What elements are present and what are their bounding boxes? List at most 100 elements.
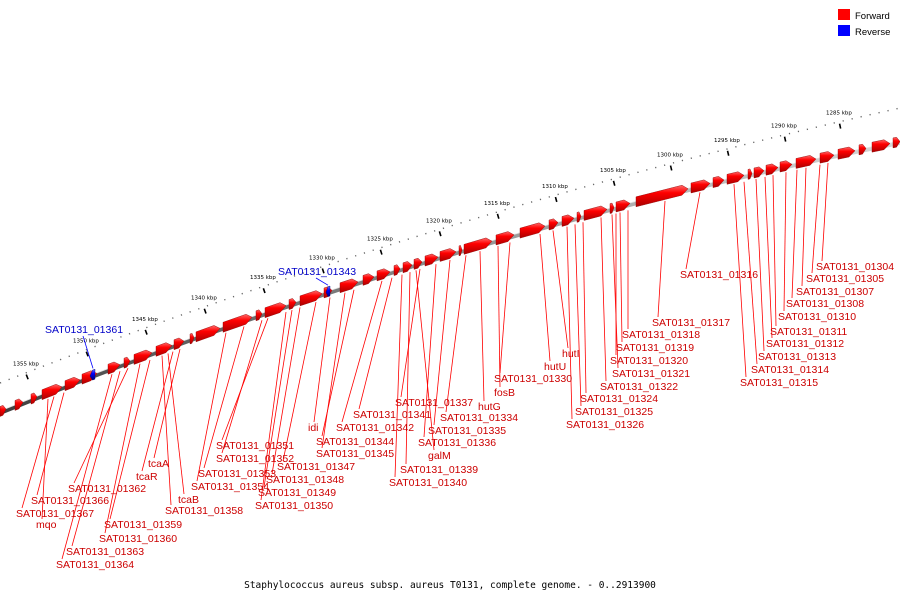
forward-gene-arrow[interactable] — [339, 278, 359, 294]
forward-gene-arrow[interactable] — [288, 298, 297, 310]
gene-label-forward[interactable]: SAT0131_01363 — [66, 546, 144, 558]
forward-gene-arrow[interactable] — [264, 302, 287, 318]
forward-gene-arrow[interactable] — [14, 398, 24, 411]
gene-label-forward[interactable]: SAT0131_01348 — [266, 474, 344, 486]
forward-gene-arrow[interactable] — [519, 222, 546, 239]
forward-gene-arrow[interactable] — [795, 155, 817, 169]
gene-label-forward[interactable]: tcaA — [148, 458, 169, 470]
gene-label-forward[interactable]: SAT0131_01318 — [622, 329, 700, 341]
forward-gene-arrow[interactable] — [30, 392, 38, 405]
gene-label-forward[interactable]: idi — [308, 422, 319, 434]
gene-label-forward[interactable]: SAT0131_01320 — [610, 355, 688, 367]
gene-label-forward[interactable]: SAT0131_01358 — [165, 505, 243, 517]
gene-label-forward[interactable]: SAT0131_01312 — [766, 338, 844, 350]
gene-label-forward[interactable]: SAT0131_01345 — [316, 448, 394, 460]
gene-label-forward[interactable]: SAT0131_01341 — [353, 409, 431, 421]
gene-label-reverse[interactable]: SAT0131_01361 — [45, 324, 123, 336]
forward-gene-arrow[interactable] — [413, 257, 423, 270]
forward-gene-arrow[interactable] — [635, 184, 689, 208]
gene-label-forward[interactable]: hutI — [562, 348, 580, 360]
gene-label-forward[interactable]: SAT0131_01349 — [258, 487, 336, 499]
forward-gene-arrow[interactable] — [858, 143, 867, 156]
gene-label-forward[interactable]: SAT0131_01304 — [816, 261, 894, 273]
gene-label-forward[interactable]: SAT0131_01321 — [612, 368, 690, 380]
forward-gene-arrow[interactable] — [222, 314, 253, 333]
gene-label-forward[interactable]: SAT0131_01326 — [566, 419, 644, 431]
forward-gene-arrow[interactable] — [819, 151, 835, 164]
gene-label-forward[interactable]: SAT0131_01352 — [216, 453, 294, 465]
gene-label-forward[interactable]: SAT0131_01324 — [580, 393, 658, 405]
gene-label-forward[interactable]: SAT0131_01335 — [428, 425, 506, 437]
forward-gene-arrow[interactable] — [712, 176, 725, 188]
gene-label-forward[interactable]: SAT0131_01362 — [68, 483, 146, 495]
forward-gene-arrow[interactable] — [362, 273, 375, 286]
forward-gene-arrow[interactable] — [561, 214, 575, 227]
gene-label-forward[interactable]: SAT0131_01350 — [255, 500, 333, 512]
forward-gene-arrow[interactable] — [173, 337, 185, 351]
forward-gene-arrow[interactable] — [155, 342, 173, 357]
gene-label-forward[interactable]: SAT0131_01316 — [680, 269, 758, 281]
gene-label-forward[interactable]: SAT0131_01310 — [778, 311, 856, 323]
gene-label-forward[interactable]: galM — [428, 450, 451, 462]
forward-gene-arrow[interactable] — [765, 163, 779, 176]
forward-gene-arrow[interactable] — [402, 261, 413, 274]
forward-gene-arrow[interactable] — [195, 325, 221, 343]
gene-label-forward[interactable]: SAT0131_01334 — [440, 412, 518, 424]
forward-gene-arrow[interactable] — [747, 168, 753, 180]
forward-gene-arrow[interactable] — [690, 179, 711, 194]
forward-gene-arrow[interactable] — [64, 377, 81, 392]
forward-gene-arrow[interactable] — [463, 237, 493, 255]
gene-label-forward[interactable]: SAT0131_01313 — [758, 351, 836, 363]
reverse-gene-arrow[interactable] — [89, 368, 96, 381]
gene-label-forward[interactable]: SAT0131_01364 — [56, 559, 134, 571]
forward-gene-arrow[interactable] — [753, 166, 765, 179]
forward-gene-arrow[interactable] — [609, 202, 615, 214]
gene-label-forward[interactable]: SAT0131_01336 — [418, 437, 496, 449]
forward-gene-arrow[interactable] — [299, 290, 323, 307]
forward-gene-arrow[interactable] — [548, 218, 559, 231]
forward-gene-arrow[interactable] — [458, 245, 463, 257]
gene-label-forward[interactable]: SAT0131_01354 — [191, 481, 269, 493]
forward-gene-arrow[interactable] — [439, 248, 457, 262]
gene-label-forward[interactable]: SAT0131_01344 — [316, 436, 394, 448]
gene-label-forward[interactable]: SAT0131_01308 — [786, 298, 864, 310]
legend-reverse[interactable]: Reverse — [838, 25, 890, 38]
gene-label-forward[interactable]: SAT0131_01317 — [652, 317, 730, 329]
forward-gene-arrow[interactable] — [133, 349, 153, 365]
gene-label-forward[interactable]: SAT0131_01337 — [395, 397, 473, 409]
forward-gene-arrow[interactable] — [779, 160, 793, 173]
forward-gene-arrow[interactable] — [871, 139, 891, 153]
gene-label-forward[interactable]: SAT0131_01305 — [806, 273, 884, 285]
gene-label-forward[interactable]: SAT0131_01342 — [336, 422, 414, 434]
gene-label-forward[interactable]: SAT0131_01359 — [104, 519, 182, 531]
gene-label-forward[interactable]: SAT0131_01339 — [400, 464, 478, 476]
forward-gene-arrow[interactable] — [576, 211, 582, 223]
forward-gene-arrow[interactable] — [837, 146, 856, 160]
forward-gene-arrow[interactable] — [41, 384, 63, 401]
forward-gene-arrow[interactable] — [495, 231, 515, 246]
gene-label-forward[interactable]: SAT0131_01351 — [216, 440, 294, 452]
gene-label-forward[interactable]: SAT0131_01360 — [99, 533, 177, 545]
gene-label-forward[interactable]: SAT0131_01311 — [770, 326, 847, 338]
gene-label-forward[interactable]: SAT0131_01307 — [796, 286, 874, 298]
gene-label-forward[interactable]: SAT0131_01340 — [389, 477, 467, 489]
gene-label-forward[interactable]: tcaB — [178, 494, 199, 506]
gene-label-forward[interactable]: SAT0131_01325 — [575, 406, 653, 418]
forward-gene-arrow[interactable] — [892, 136, 900, 149]
forward-gene-arrow[interactable] — [726, 171, 745, 185]
forward-gene-arrow[interactable] — [376, 268, 391, 282]
gene-label-forward[interactable]: SAT0131_01353 — [198, 468, 276, 480]
forward-gene-arrow[interactable] — [615, 199, 631, 213]
forward-gene-arrow[interactable] — [255, 309, 263, 322]
gene-label-forward[interactable]: SAT0131_01319 — [616, 342, 694, 354]
forward-gene-arrow[interactable] — [107, 361, 121, 375]
gene-label-forward[interactable]: SAT0131_01366 — [31, 495, 109, 507]
forward-gene-arrow[interactable] — [424, 253, 439, 267]
gene-label-forward[interactable]: SAT0131_01314 — [751, 364, 829, 376]
gene-label-forward[interactable]: SAT0131_01330 — [494, 373, 572, 385]
legend-forward[interactable]: Forward — [838, 9, 890, 22]
gene-label-forward[interactable]: SAT0131_01367 — [16, 508, 94, 520]
forward-gene-arrow[interactable] — [583, 205, 608, 221]
forward-gene-arrow[interactable] — [0, 405, 7, 417]
gene-label-reverse[interactable]: SAT0131_01343 — [278, 266, 356, 278]
